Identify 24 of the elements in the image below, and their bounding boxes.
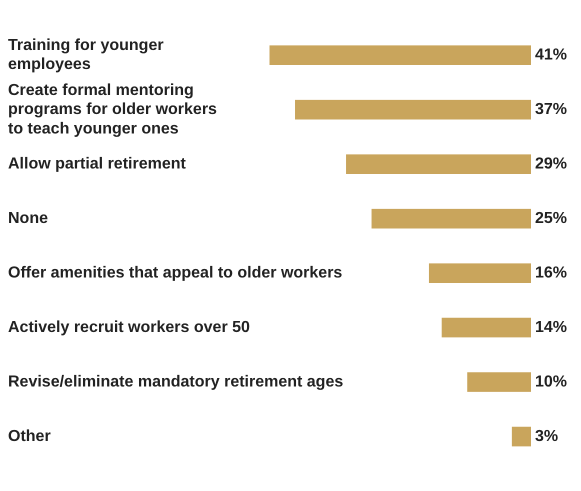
bar (295, 100, 531, 120)
y-tick-label: Revise/eliminate mandatory retirement ages (8, 373, 344, 390)
bar (346, 154, 531, 174)
data-label: 16% (535, 264, 568, 282)
data-label: 29% (535, 156, 568, 173)
y-tick-label: Create formal mentoring programs for older workers to teach younger ones (8, 82, 218, 138)
data-label: 25% (535, 210, 568, 228)
bar (512, 426, 531, 446)
y-tick-label: Allow partial retirement (8, 156, 186, 173)
y-tick-label: Other (8, 428, 51, 445)
bar (428, 263, 531, 283)
y-tick-label: None (8, 210, 48, 228)
data-label: 14% (535, 319, 568, 336)
bar (270, 45, 531, 66)
data-label: 10% (535, 373, 568, 390)
bar (467, 372, 531, 392)
y-tick-label: Offer amenities that appeal to older workers (8, 264, 342, 282)
data-label: 41% (535, 46, 568, 64)
bar (442, 318, 531, 338)
data-label: 3% (535, 428, 558, 445)
data-label: 37% (535, 101, 568, 118)
bar (372, 208, 531, 228)
y-tick-label: Actively recruit workers over 50 (8, 319, 250, 336)
y-tick-label: Training for younger employees (8, 37, 164, 74)
